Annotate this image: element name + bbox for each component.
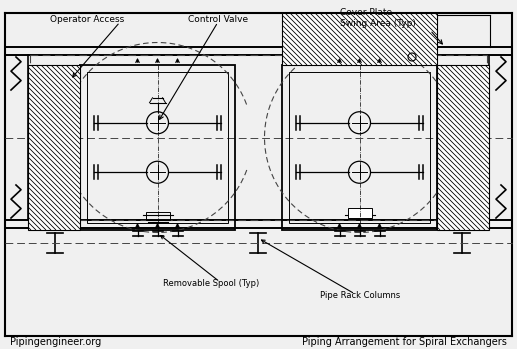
Text: Removable Spool (Typ): Removable Spool (Typ) bbox=[163, 279, 259, 288]
Bar bbox=[347, 208, 372, 218]
Text: Piping Arrangement for Spiral Exchangers: Piping Arrangement for Spiral Exchangers bbox=[302, 337, 507, 347]
Text: Pipingengineer.org: Pipingengineer.org bbox=[10, 337, 101, 347]
Bar bbox=[80, 65, 235, 230]
Text: Control Valve: Control Valve bbox=[188, 15, 248, 24]
Polygon shape bbox=[437, 65, 489, 230]
Bar bbox=[282, 65, 437, 230]
Bar bbox=[397, 53, 427, 61]
Text: Cover Plate
Swing Area (Typ): Cover Plate Swing Area (Typ) bbox=[340, 8, 416, 28]
Text: Pipe Rack Columns: Pipe Rack Columns bbox=[320, 290, 400, 299]
Bar bbox=[87, 72, 228, 223]
Bar bbox=[289, 72, 430, 223]
Polygon shape bbox=[28, 65, 80, 230]
Text: Operator Access: Operator Access bbox=[50, 15, 124, 24]
Bar bbox=[145, 212, 170, 220]
Polygon shape bbox=[282, 13, 437, 65]
